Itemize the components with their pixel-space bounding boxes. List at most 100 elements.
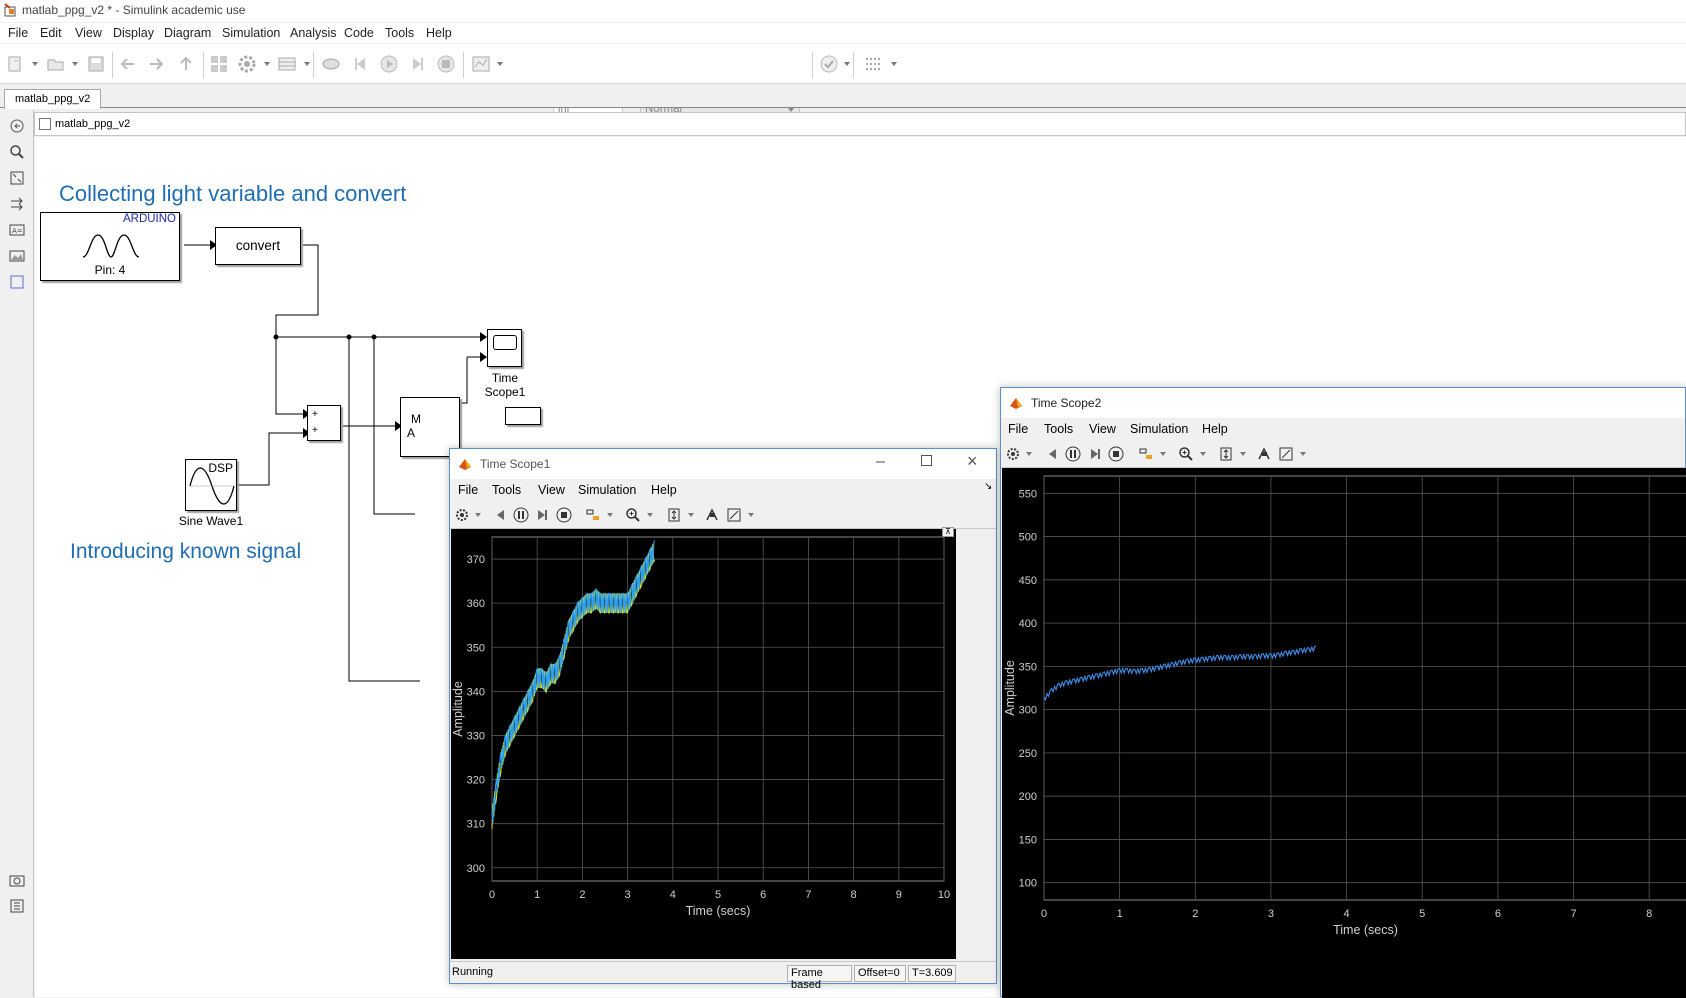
menu-diagram[interactable]: Diagram: [164, 26, 212, 40]
scope1-plot[interactable]: 0 1 2 3 4 5 6 7 8 9 10 300 310 320 330 340 350 360 370 Time…: [451, 529, 956, 959]
undock-icon[interactable]: ↘: [984, 481, 993, 492]
build-icon[interactable]: [862, 53, 884, 75]
scope1-menu-view[interactable]: View: [538, 483, 565, 497]
inspector-dropdown-icon[interactable]: [497, 62, 503, 66]
step-forward-icon[interactable]: [1087, 446, 1103, 462]
zoom-in-icon[interactable]: [625, 507, 641, 523]
time-scope2-window[interactable]: Time Scope2 File Tools View Simulation H…: [1000, 387, 1686, 998]
scale-dropdown-icon[interactable]: [688, 513, 694, 517]
up-arrow-icon[interactable]: [175, 53, 197, 75]
area-icon[interactable]: [9, 274, 25, 290]
scale-axes-icon[interactable]: [1218, 446, 1234, 462]
time-scope1-titlebar[interactable]: Time Scope1 – ×: [450, 449, 996, 479]
model-settings-gear-icon[interactable]: [236, 53, 258, 75]
menu-simulation[interactable]: Simulation: [222, 26, 281, 40]
breadcrumb-model-link[interactable]: matlab_ppg_v2: [55, 118, 131, 130]
scope1-menu-file[interactable]: File: [458, 483, 479, 497]
scope1-menu-help[interactable]: Help: [651, 483, 677, 497]
scope2-menu-help[interactable]: Help: [1202, 422, 1228, 436]
time-scope1-window[interactable]: Time Scope1 – × File Tools View Simulati…: [449, 448, 997, 991]
menu-display[interactable]: Display: [113, 26, 154, 40]
settings-dropdown-icon[interactable]: [1026, 452, 1032, 456]
settings-gear-icon[interactable]: [454, 507, 470, 523]
back-arrow-icon[interactable]: [117, 53, 139, 75]
menu-edit[interactable]: Edit: [40, 26, 62, 40]
menu-code[interactable]: Code: [344, 26, 374, 40]
menu-analysis[interactable]: Analysis: [290, 26, 337, 40]
scale-axes-icon[interactable]: [666, 507, 682, 523]
scale-dropdown-icon[interactable]: [1240, 452, 1246, 456]
sum-block[interactable]: + +: [307, 405, 341, 441]
highlight-simulink-icon[interactable]: [1138, 446, 1154, 462]
revert-icon[interactable]: [1044, 446, 1060, 462]
highlight-simulink-icon[interactable]: [585, 507, 601, 523]
pause-icon[interactable]: [513, 507, 529, 523]
annotation-light-variable[interactable]: Collecting light variable and convert: [59, 181, 407, 206]
measurements-icon[interactable]: [1278, 446, 1294, 462]
measurements-dropdown-icon[interactable]: [748, 513, 754, 517]
stop-icon[interactable]: [556, 507, 572, 523]
explorer-dropdown-icon[interactable]: [304, 62, 310, 66]
menu-help[interactable]: Help: [426, 26, 452, 40]
scope2-menu-simulation[interactable]: Simulation: [1130, 422, 1189, 436]
stop-icon[interactable]: [435, 53, 457, 75]
pause-icon[interactable]: [1065, 446, 1081, 462]
scope1-menu-tools[interactable]: Tools: [492, 483, 522, 497]
stop-icon[interactable]: [1108, 446, 1124, 462]
zoom-in-icon[interactable]: [1178, 446, 1194, 462]
measurements-icon[interactable]: [726, 507, 742, 523]
image-icon[interactable]: [9, 248, 25, 264]
revert-icon[interactable]: [492, 507, 508, 523]
run-icon[interactable]: [378, 53, 400, 75]
new-model-dropdown-icon[interactable]: [32, 62, 38, 66]
menu-view[interactable]: View: [75, 26, 102, 40]
measurements-dropdown-icon[interactable]: [1300, 452, 1306, 456]
expand-axes-icon[interactable]: ⊼: [942, 527, 954, 537]
data-inspector-icon[interactable]: [470, 53, 492, 75]
highlight-dropdown-icon[interactable]: [607, 513, 613, 517]
zoom-dropdown-icon[interactable]: [647, 513, 653, 517]
model-advisor-check-icon[interactable]: [818, 53, 840, 75]
step-forward-icon[interactable]: [406, 53, 428, 75]
step-back-icon[interactable]: [320, 53, 342, 75]
hide-show-browser-icon[interactable]: [9, 118, 25, 134]
annotation-known-signal[interactable]: Introducing known signal: [70, 540, 302, 563]
scope1-menu-simulation[interactable]: Simulation: [578, 483, 637, 497]
close-icon[interactable]: ×: [967, 451, 978, 471]
maximize-icon[interactable]: [921, 455, 932, 466]
scope2-menu-file[interactable]: File: [1008, 422, 1029, 436]
time-scope2-block[interactable]: [505, 407, 541, 425]
partial-hidden-block[interactable]: M A: [400, 397, 460, 457]
menu-file[interactable]: File: [8, 26, 29, 40]
open-dropdown-icon[interactable]: [72, 62, 78, 66]
settings-dropdown-icon[interactable]: [264, 62, 270, 66]
minimize-icon[interactable]: –: [876, 453, 885, 470]
open-folder-icon[interactable]: [45, 53, 67, 75]
arduino-analog-input-block[interactable]: ARDUINO Pin: 4: [40, 212, 180, 281]
library-browser-icon[interactable]: [208, 53, 230, 75]
annotation-icon[interactable]: A=: [9, 222, 25, 238]
step-backward-icon[interactable]: [350, 53, 372, 75]
arrows-icon[interactable]: [9, 196, 25, 212]
new-model-icon[interactable]: [5, 53, 27, 75]
data-cursor-icon[interactable]: [1256, 446, 1272, 462]
settings-gear-icon[interactable]: [1005, 446, 1021, 462]
sine-wave-block[interactable]: DSP: [185, 459, 237, 511]
step-forward-icon[interactable]: [534, 507, 550, 523]
model-explorer-icon[interactable]: [276, 53, 298, 75]
camera-snapshot-icon[interactable]: [9, 872, 25, 888]
advisor-dropdown-icon[interactable]: [844, 62, 850, 66]
menu-tools[interactable]: Tools: [385, 26, 415, 40]
scope2-menu-tools[interactable]: Tools: [1044, 422, 1074, 436]
model-browser-icon[interactable]: [9, 898, 25, 914]
settings-dropdown-icon[interactable]: [475, 513, 481, 517]
convert-block[interactable]: convert: [215, 227, 301, 265]
build-dropdown-icon[interactable]: [891, 62, 897, 66]
zoom-icon[interactable]: [9, 144, 25, 160]
data-cursor-icon[interactable]: [704, 507, 720, 523]
tab-matlab-ppg-v2[interactable]: matlab_ppg_v2: [4, 89, 102, 109]
time-scope1-block[interactable]: [487, 329, 522, 367]
forward-arrow-icon[interactable]: [145, 53, 167, 75]
scope2-menu-view[interactable]: View: [1089, 422, 1116, 436]
scope2-plot[interactable]: 0 1 2 3 4 5 6 7 8 100 150 200 250 300 350 400 450 500 550 T…: [1002, 468, 1686, 998]
